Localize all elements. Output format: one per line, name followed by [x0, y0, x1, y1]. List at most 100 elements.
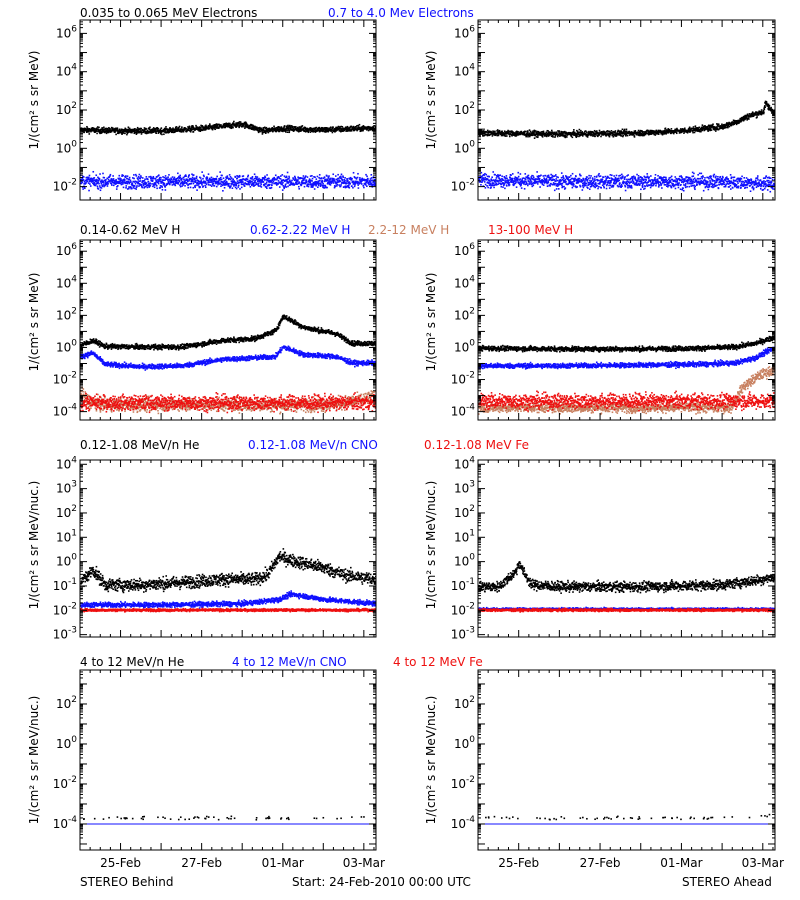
data-point [242, 178, 244, 180]
data-point [99, 185, 101, 187]
data-point [372, 126, 375, 129]
data-point [354, 183, 356, 186]
data-point [185, 127, 187, 130]
data-point [200, 182, 203, 185]
data-point [647, 133, 650, 136]
data-point [89, 185, 92, 187]
data-point [484, 131, 486, 134]
data-point [713, 129, 716, 131]
data-point [158, 179, 160, 182]
data-point [707, 128, 710, 131]
data-point [291, 127, 294, 129]
data-point [552, 183, 554, 186]
data-point [296, 181, 298, 183]
data-point [270, 179, 272, 182]
data-point [106, 129, 108, 131]
data-point [176, 179, 178, 182]
data-point [488, 175, 490, 178]
data-point [548, 133, 551, 136]
data-point [517, 177, 519, 180]
data-point [521, 177, 524, 180]
data-point [299, 130, 302, 132]
data-point [731, 123, 733, 125]
data-point [109, 175, 111, 177]
data-point [308, 180, 310, 183]
data-point [117, 132, 120, 135]
data-point [184, 179, 187, 182]
data-point [588, 188, 591, 190]
data-point [162, 182, 165, 184]
data-point [701, 129, 703, 132]
data-point [88, 189, 90, 192]
data-point [230, 180, 233, 183]
data-point [654, 134, 657, 136]
data-point [736, 121, 739, 123]
data-point [121, 181, 124, 183]
data-point [337, 181, 339, 184]
data-point [311, 180, 313, 182]
data-point [103, 176, 106, 179]
data-point [90, 130, 92, 133]
data-point [763, 105, 766, 107]
data-point [309, 129, 312, 132]
data-point [534, 130, 536, 133]
data-point [115, 128, 117, 130]
data-point [584, 182, 587, 184]
data-point [207, 126, 210, 129]
data-point [570, 174, 572, 177]
data-point [560, 179, 562, 182]
data-point [215, 177, 218, 180]
data-point [169, 129, 172, 132]
data-point [259, 180, 261, 183]
data-point [321, 128, 324, 131]
data-point [149, 183, 151, 185]
data-point [121, 180, 124, 182]
data-point [317, 184, 320, 187]
data-point [495, 182, 497, 185]
data-point [337, 125, 340, 128]
data-point [561, 131, 563, 133]
data-point [360, 130, 362, 132]
data-point [761, 112, 764, 115]
data-point [134, 173, 137, 176]
data-point [554, 136, 556, 138]
data-point [252, 182, 255, 185]
data-point [506, 135, 508, 137]
data-point [118, 174, 121, 177]
data-point [714, 127, 717, 129]
data-point [560, 182, 563, 185]
data-point [479, 134, 481, 137]
data-point [720, 125, 723, 127]
data-point [170, 180, 172, 183]
data-point [164, 179, 166, 181]
data-point [194, 180, 197, 182]
data-point [601, 134, 603, 136]
data-point [353, 126, 355, 129]
data-point [230, 127, 233, 130]
data-point [528, 135, 531, 138]
data-point [564, 187, 567, 189]
data-point [570, 183, 573, 185]
data-point [164, 175, 167, 177]
data-point [489, 179, 491, 182]
data-point [750, 115, 752, 117]
data-point [633, 134, 635, 137]
data-point [216, 125, 219, 127]
data-point [744, 117, 747, 120]
data-point [538, 175, 540, 177]
data-point [683, 127, 686, 130]
data-point [515, 181, 517, 183]
data-point [117, 181, 120, 183]
data-point [523, 131, 525, 133]
data-point [567, 178, 569, 180]
data-point [653, 133, 656, 136]
data-point [284, 130, 287, 132]
ylabel-row1-right: 1/(cm² s sr MeV) [424, 51, 438, 150]
data-point [295, 127, 298, 130]
data-point [166, 129, 169, 132]
data-point [507, 183, 510, 186]
data-point [188, 175, 190, 177]
data-point [519, 182, 521, 185]
data-point [688, 126, 691, 129]
data-point [237, 175, 239, 178]
